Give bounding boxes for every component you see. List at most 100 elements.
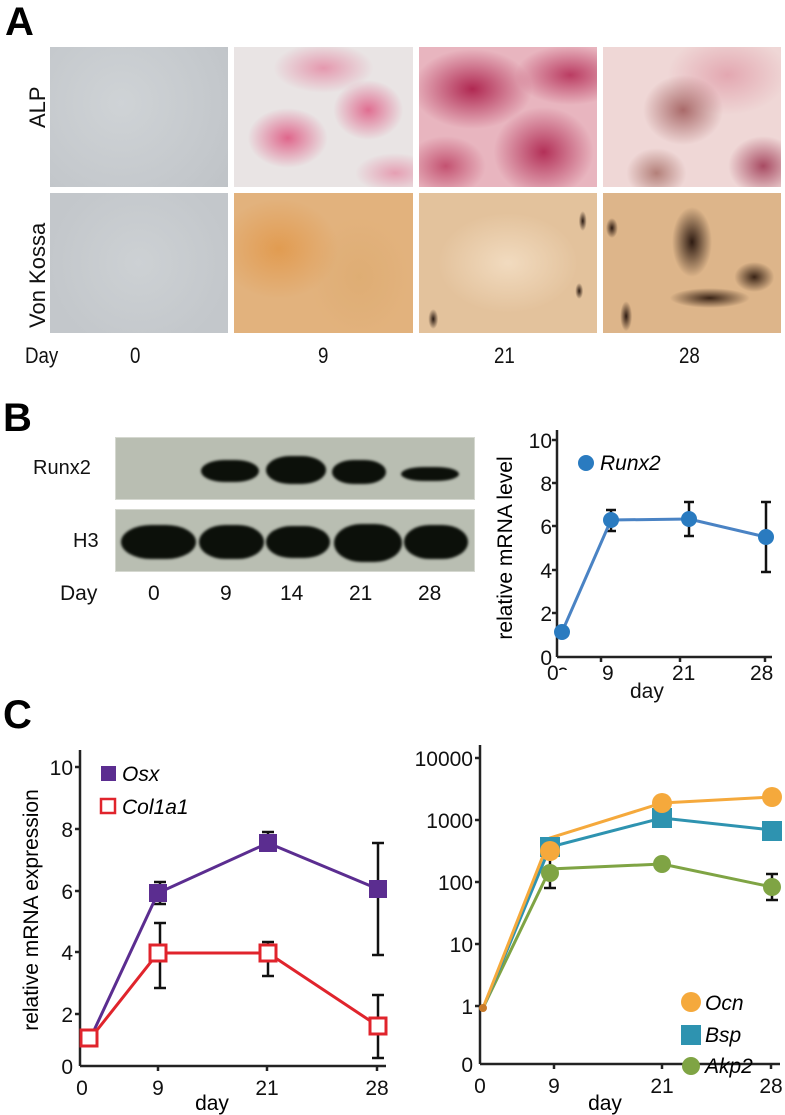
alp-day0-image: [50, 47, 228, 187]
panel-a-day-header: Day: [25, 343, 59, 368]
svg-text:100: 100: [438, 872, 473, 895]
akp2-legend-label: Akp2: [703, 1055, 753, 1078]
runx2-y-label: relative mRNA level: [494, 456, 517, 639]
svg-text:2: 2: [61, 1004, 73, 1027]
blot-day-9: 9: [220, 582, 232, 605]
runx2-band-day14: [266, 456, 326, 484]
vonkossa-day28-image: [603, 193, 781, 333]
c-left-axes: [75, 750, 386, 1071]
svg-text:28: 28: [759, 1075, 782, 1098]
osx-legend-marker: [101, 766, 116, 781]
c-right-y-ticks: 10000 1000 100 10 1 0: [415, 748, 473, 1077]
svg-text:9: 9: [152, 1077, 164, 1100]
osx-col1a1-chart: 10 8 6 4 2 0 0 9 21 28 day relative mRNA…: [20, 750, 389, 1115]
svg-text:21: 21: [650, 1075, 673, 1098]
runx2-line: [560, 517, 767, 633]
row-label-von-kossa: Von Kossa: [25, 222, 50, 328]
h3-band-day28: [404, 525, 468, 559]
osx-markers: [149, 834, 387, 902]
c-left-x-label: day: [195, 1092, 229, 1115]
svg-text:0: 0: [474, 1075, 486, 1098]
runx2-y-axis: [552, 430, 772, 662]
svg-text:0: 0: [461, 1054, 473, 1077]
runx2-markers: [554, 511, 774, 640]
panel-a-day-28: 28: [679, 343, 700, 368]
ocn-markers: [540, 787, 782, 861]
akp2-markers: [541, 855, 781, 896]
bsp-markers: [540, 808, 782, 857]
osx-legend-label: Osx: [122, 763, 161, 786]
runx2-y-ticks: 10 8 6 4 2 0: [529, 430, 553, 670]
h3-band-day0: [121, 525, 196, 559]
c-right-x-label: day: [588, 1092, 622, 1115]
row-label-alp: ALP: [25, 86, 50, 128]
blot-label-runx2: Runx2: [33, 457, 91, 479]
runx2-mrna-chart: 10 8 6 4 2 0 0 relative mRNA level Runx2: [494, 430, 774, 670]
blot-day-21: 21: [349, 582, 373, 605]
panel-a-day-0: 0: [130, 343, 141, 368]
blot-day-28: 28: [418, 582, 442, 605]
c-left-y-label: relative mRNA expression: [20, 789, 43, 1031]
col1a1-legend-label: Col1a1: [122, 796, 189, 819]
ocn-legend-marker: [681, 992, 701, 1012]
h3-blot: [115, 509, 475, 572]
svg-text:2: 2: [540, 603, 552, 626]
bsp-legend-label: Bsp: [705, 1024, 741, 1047]
svg-text:10000: 10000: [415, 748, 473, 771]
runx2-blot: [115, 437, 475, 500]
runx2-x-tick-28: 28: [750, 662, 774, 685]
h3-band-day21: [334, 524, 402, 562]
runx2-x-tick-0: 0: [547, 662, 559, 685]
runx2-x-label: day: [630, 680, 664, 703]
blot-day-0: 0: [148, 582, 160, 605]
blot-label-h3: H3: [73, 530, 99, 552]
svg-text:6: 6: [61, 881, 73, 904]
svg-text:0: 0: [76, 1077, 88, 1100]
vonkossa-day0-image: [50, 193, 228, 333]
col1a1-legend-marker: [99, 797, 117, 815]
blot-day-header: Day: [60, 582, 98, 605]
svg-text:1000: 1000: [426, 810, 473, 833]
runx2-band-day21: [332, 460, 386, 484]
svg-text:0: 0: [61, 1056, 73, 1079]
svg-text:10: 10: [50, 757, 73, 780]
col1a1-line: [88, 951, 379, 1040]
svg-text:4: 4: [61, 942, 73, 965]
c-left-error-bars: [154, 830, 384, 1060]
alp-day28-image: [603, 47, 781, 187]
c-right-x-ticks: 0 9 21 28: [474, 1075, 783, 1098]
svg-text:8: 8: [61, 819, 73, 842]
ocn-bsp-akp2-chart: 10000 1000 100 10 1 0 0 9 21 28 day Ocn …: [415, 745, 783, 1115]
runx2-band-day9: [201, 460, 259, 482]
panel-a-day-9: 9: [318, 343, 329, 368]
panel-a-day-21: 21: [494, 343, 515, 368]
svg-text:21: 21: [255, 1077, 278, 1100]
c-left-x-ticks: 0 9 21 28: [76, 1077, 389, 1100]
alp-day9-image: [234, 47, 413, 187]
runx2-x-tick-9: 9: [602, 662, 614, 685]
osx-line: [88, 841, 379, 1040]
akp2-legend-marker: [682, 1057, 700, 1075]
c-left-y-ticks: 10 8 6 4 2 0: [50, 757, 74, 1079]
svg-text:10: 10: [529, 430, 552, 453]
ocn-line: [481, 795, 773, 1009]
h3-band-day14: [266, 526, 330, 558]
svg-text:6: 6: [540, 516, 552, 539]
alp-day21-image: [419, 47, 597, 187]
svg-text:10: 10: [450, 934, 473, 957]
svg-text:0: 0: [540, 647, 552, 670]
c-right-axes: [475, 745, 780, 1069]
runx2-x-ticks: 0: [557, 664, 569, 670]
vonkossa-day9-image: [234, 193, 413, 333]
akp2-line: [481, 862, 773, 1009]
day0-marker: [479, 1004, 487, 1012]
runx2-band-day28: [401, 467, 459, 481]
h3-band-day9: [199, 525, 264, 559]
svg-text:0: 0: [557, 664, 569, 670]
blot-day-14: 14: [280, 582, 304, 605]
runx2-legend-label: Runx2: [600, 452, 661, 475]
panel-c-letter: C: [3, 693, 32, 737]
svg-text:1: 1: [461, 996, 473, 1019]
svg-text:4: 4: [540, 560, 552, 583]
vonkossa-day21-image: [419, 193, 597, 333]
